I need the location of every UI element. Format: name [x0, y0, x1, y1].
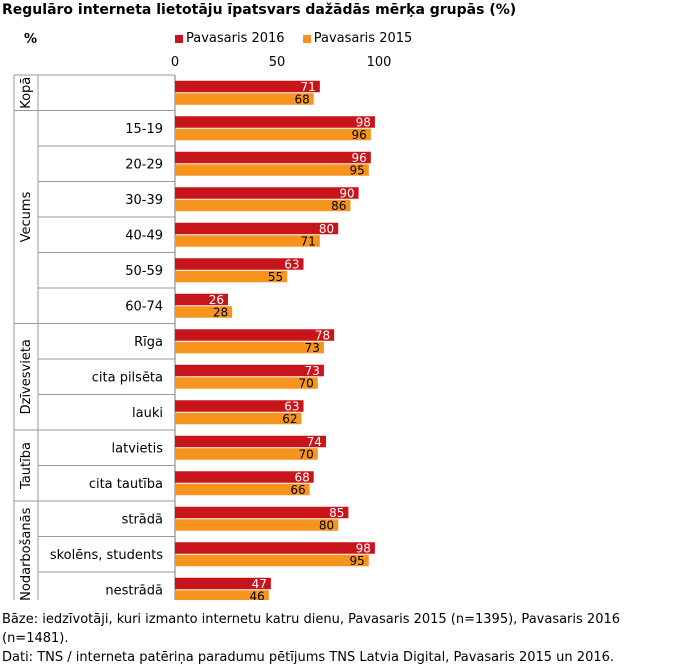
category-label: skolēns, students	[50, 548, 163, 563]
data-label-2015: 28	[213, 305, 228, 319]
legend-label-2015: Pavasaris 2015	[313, 31, 413, 46]
bar-2016	[175, 542, 375, 554]
data-label-2016: 68	[294, 470, 309, 484]
category-label: 60-74	[125, 299, 163, 314]
data-label-2016: 96	[352, 151, 367, 165]
chart-title: Regulāro interneta lietotāju īpatsvars d…	[2, 2, 517, 18]
data-label-2016: 26	[209, 293, 224, 307]
data-label-2016: 98	[356, 541, 371, 555]
bar-chart: 0 50 100 Kopā Vecums Dzīvesvieta Tautība Nodarb…	[13, 55, 392, 600]
bar-2015	[175, 199, 351, 212]
bar-2016	[175, 506, 349, 519]
bar-2016	[175, 80, 320, 93]
footer: Bāze: iedzīvotāji, kuri izmanto internet…	[2, 610, 682, 667]
data-label-2015: 68	[294, 92, 309, 106]
category-label: cita tautība	[89, 477, 163, 492]
data-label-2016: 98	[356, 115, 371, 129]
data-label-2016: 85	[329, 506, 344, 520]
category-label: 20-29	[125, 157, 163, 172]
data-label-2015: 55	[268, 270, 283, 284]
category-label: lauki	[132, 406, 163, 421]
data-label-2016: 74	[307, 435, 322, 449]
group-label: Nodarbošanās	[19, 507, 34, 600]
x-tick-label: 100	[367, 55, 392, 70]
data-label-2015: 96	[352, 128, 367, 142]
bar-2015	[175, 270, 288, 283]
bar-2016	[175, 577, 271, 590]
category-label: 15-19	[125, 122, 163, 137]
category-label: strādā	[122, 512, 163, 527]
x-tick-label: 0	[171, 55, 179, 70]
bar-2016	[175, 293, 229, 306]
data-label-2016: 78	[315, 328, 330, 342]
category-label: 40-49	[125, 228, 163, 243]
bar-2016	[175, 151, 371, 164]
bar-2015	[175, 377, 318, 389]
bar-2015	[175, 554, 369, 567]
category-label: nestrādā	[105, 583, 163, 598]
bar-2016	[175, 187, 359, 199]
legend-swatch-2015	[302, 34, 311, 43]
group-label: Tautība	[19, 442, 34, 490]
legend-swatch-2016	[175, 34, 183, 43]
bar-2015	[175, 128, 371, 141]
data-label-2015: 62	[282, 412, 297, 426]
data-label-2015: 71	[301, 234, 316, 248]
bar-2016	[175, 471, 314, 483]
bar-2015	[175, 235, 320, 247]
legend: Pavasaris 2016 Pavasaris 2015	[175, 31, 426, 46]
data-label-2015: 95	[350, 163, 365, 177]
bar-2016	[175, 364, 324, 377]
bar-2016	[175, 329, 335, 341]
group-label: Kopā	[19, 77, 34, 109]
data-label-2016: 47	[252, 577, 267, 591]
bar-2015	[175, 448, 318, 460]
bar-2015	[175, 590, 269, 600]
bar-2016	[175, 116, 375, 128]
category-label: 50-59	[125, 264, 163, 279]
footer-source-note: Dati: TNS / interneta patēriņa paradumu …	[2, 650, 615, 665]
bar-2015	[175, 483, 310, 496]
category-label: cita pilsēta	[92, 370, 163, 385]
category-label: Rīga	[134, 335, 163, 350]
bar-2015	[175, 341, 324, 354]
bar-2015	[175, 93, 314, 105]
legend-item-2016: Pavasaris 2016	[175, 31, 285, 46]
data-label-2016: 80	[319, 222, 334, 236]
category-label: latvietis	[112, 441, 164, 456]
data-label-2016: 63	[284, 257, 299, 271]
data-label-2016: 63	[284, 399, 299, 413]
data-label-2015: 86	[331, 199, 346, 213]
data-label-2015: 80	[319, 518, 334, 532]
data-label-2015: 66	[290, 483, 305, 497]
unit-label: %	[24, 32, 38, 47]
group-label: Dzīvesvieta	[19, 339, 34, 414]
legend-label-2016: Pavasaris 2016	[186, 31, 285, 46]
category-label: 30-39	[125, 193, 163, 208]
footer-base-note: Bāze: iedzīvotāji, kuri izmanto internet…	[2, 612, 621, 646]
data-label-2015: 73	[305, 341, 320, 355]
bar-2016	[175, 258, 304, 270]
bar-2015	[175, 412, 302, 425]
x-tick-label: 50	[269, 55, 286, 70]
data-label-2015: 70	[299, 376, 314, 390]
bar-2015	[175, 519, 339, 531]
data-label-2016: 90	[339, 186, 354, 200]
bar-2016	[175, 435, 326, 448]
legend-item-2015: Pavasaris 2015	[302, 31, 413, 46]
bar-2015	[175, 164, 369, 176]
bar-2015	[175, 306, 233, 318]
group-label: Vecums	[19, 191, 34, 242]
data-label-2015: 95	[350, 554, 365, 568]
bar-2016	[175, 400, 304, 412]
data-label-2016: 73	[305, 364, 320, 378]
bar-2016	[175, 222, 339, 235]
data-label-2015: 46	[250, 589, 265, 600]
data-label-2016: 71	[301, 80, 316, 94]
data-label-2015: 70	[299, 447, 314, 461]
